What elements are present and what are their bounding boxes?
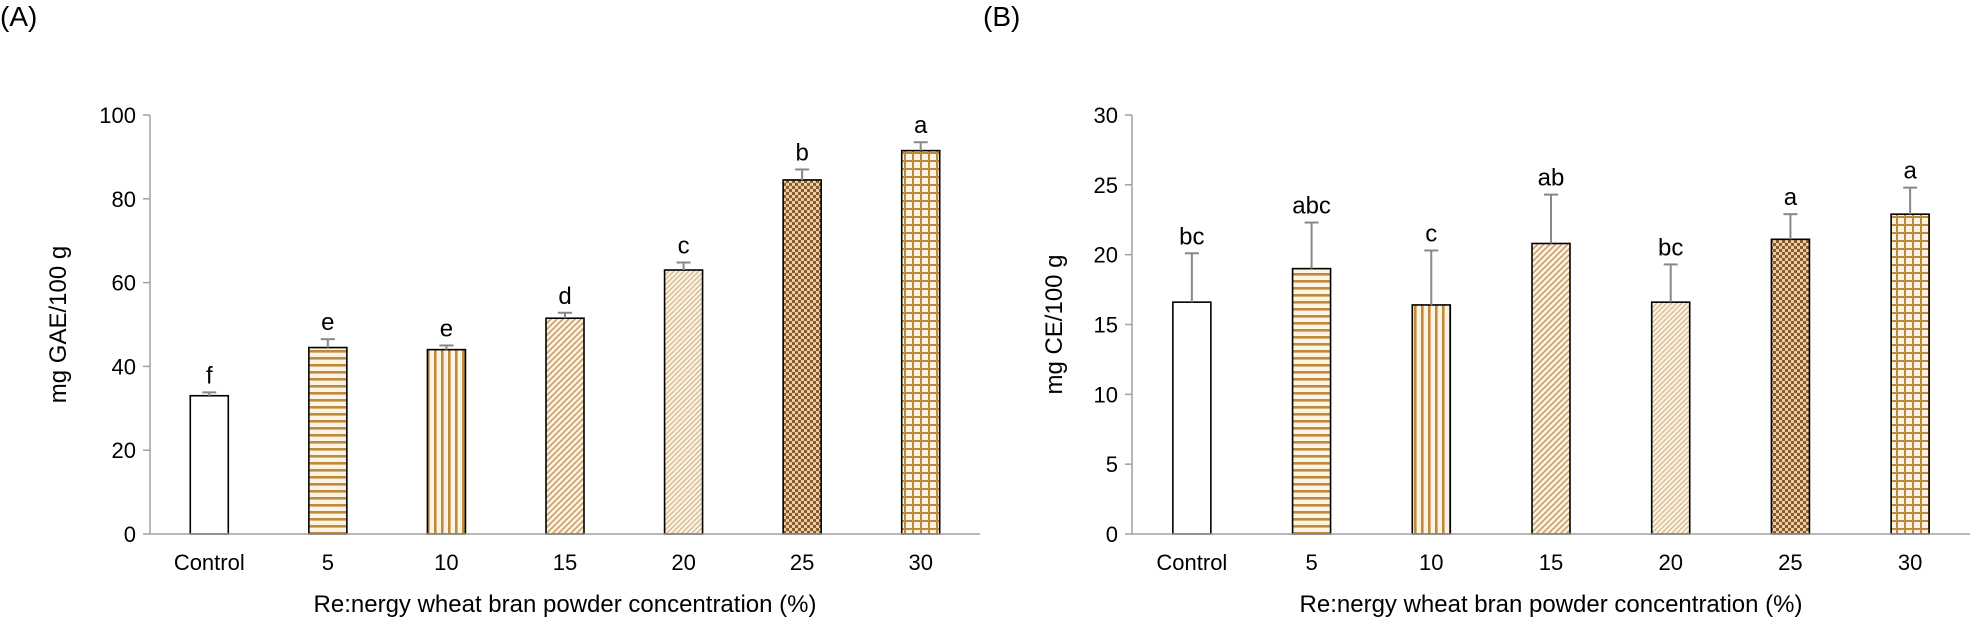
significance-label: e [440,315,453,342]
chart-panel-b: (B) 0 5 10 15 20 25 30 bc abc c ab bc a a Control 5 10… [983,1,1970,618]
bar [1291,267,1332,535]
y-tick-label: 0 [124,522,136,547]
significance-label: a [1903,158,1917,185]
significance-label: a [1784,184,1798,211]
significance-label: c [678,232,690,259]
y-tick-label: 0 [1106,522,1118,547]
significance-label: abc [1292,193,1331,220]
bars-b: bc abc c ab bc a a [1172,158,1930,535]
chart-panel-a: (A) 0 20 40 60 80 100 f e e d c b a Control 5 10 15 20 2… [0,1,980,618]
y-tick-label: 20 [112,438,136,463]
bar [426,348,467,535]
y-tick-label: 25 [1094,173,1118,198]
bar [1172,301,1212,535]
x-tick-label: 20 [1658,550,1682,575]
bar [545,317,585,535]
y-tick-label: 60 [112,271,136,296]
x-ticks-a: Control 5 10 15 20 25 30 [174,550,933,575]
x-axis-title-b: Re:nergy wheat bran powder concentration… [1300,591,1803,618]
y-tick-label: 10 [1094,382,1118,407]
y-tick-label: 5 [1106,452,1118,477]
x-tick-label: 10 [1419,550,1443,575]
x-tick-label: 5 [1305,550,1317,575]
panel-label-b: (B) [983,1,1020,32]
x-tick-label: 10 [434,550,458,575]
bar [782,179,822,535]
bar [308,346,348,535]
x-tick-label: 25 [1778,550,1802,575]
y-ticks-b: 0 5 10 15 20 25 30 [1094,103,1132,547]
x-ticks-b: Control 5 10 15 20 25 30 [1156,550,1922,575]
x-tick-label: 5 [322,550,334,575]
significance-label: b [795,139,808,166]
panel-label-a: (A) [0,1,37,32]
significance-label: f [206,362,213,389]
significance-label: ab [1538,165,1565,192]
significance-label: d [558,283,571,310]
bars-a: f e e d c b a [189,112,941,535]
x-tick-label: 15 [1539,550,1563,575]
x-axis-title-a: Re:nergy wheat bran powder concentration… [314,591,817,618]
bar [1650,301,1691,535]
y-tick-label: 80 [112,187,136,212]
bar [1890,213,1930,535]
significance-label: bc [1179,223,1204,250]
y-tick-label: 40 [112,354,136,379]
significance-label: a [914,112,928,139]
x-tick-label: 30 [908,550,932,575]
y-tick-label: 20 [1094,243,1118,268]
significance-label: e [321,309,334,336]
x-tick-label: 25 [790,550,814,575]
bar [1770,238,1811,535]
bar [900,149,941,535]
x-tick-label: 15 [553,550,577,575]
significance-label: c [1425,220,1437,247]
x-tick-label: Control [1156,550,1227,575]
significance-label: bc [1658,234,1683,261]
y-tick-label: 30 [1094,103,1118,128]
bar [663,269,704,535]
bar [1411,304,1452,535]
y-tick-label: 100 [99,103,136,128]
y-tick-label: 15 [1094,313,1118,338]
bar [1531,242,1571,535]
bar [189,394,230,535]
y-ticks-a: 0 20 40 60 80 100 [99,103,150,547]
x-tick-label: 30 [1898,550,1922,575]
y-axis-title-b: mg CE/100 g [1041,254,1068,394]
x-tick-label: 20 [671,550,695,575]
x-tick-label: Control [174,550,245,575]
y-axis-title-a: mg GAE/100 g [45,246,72,403]
